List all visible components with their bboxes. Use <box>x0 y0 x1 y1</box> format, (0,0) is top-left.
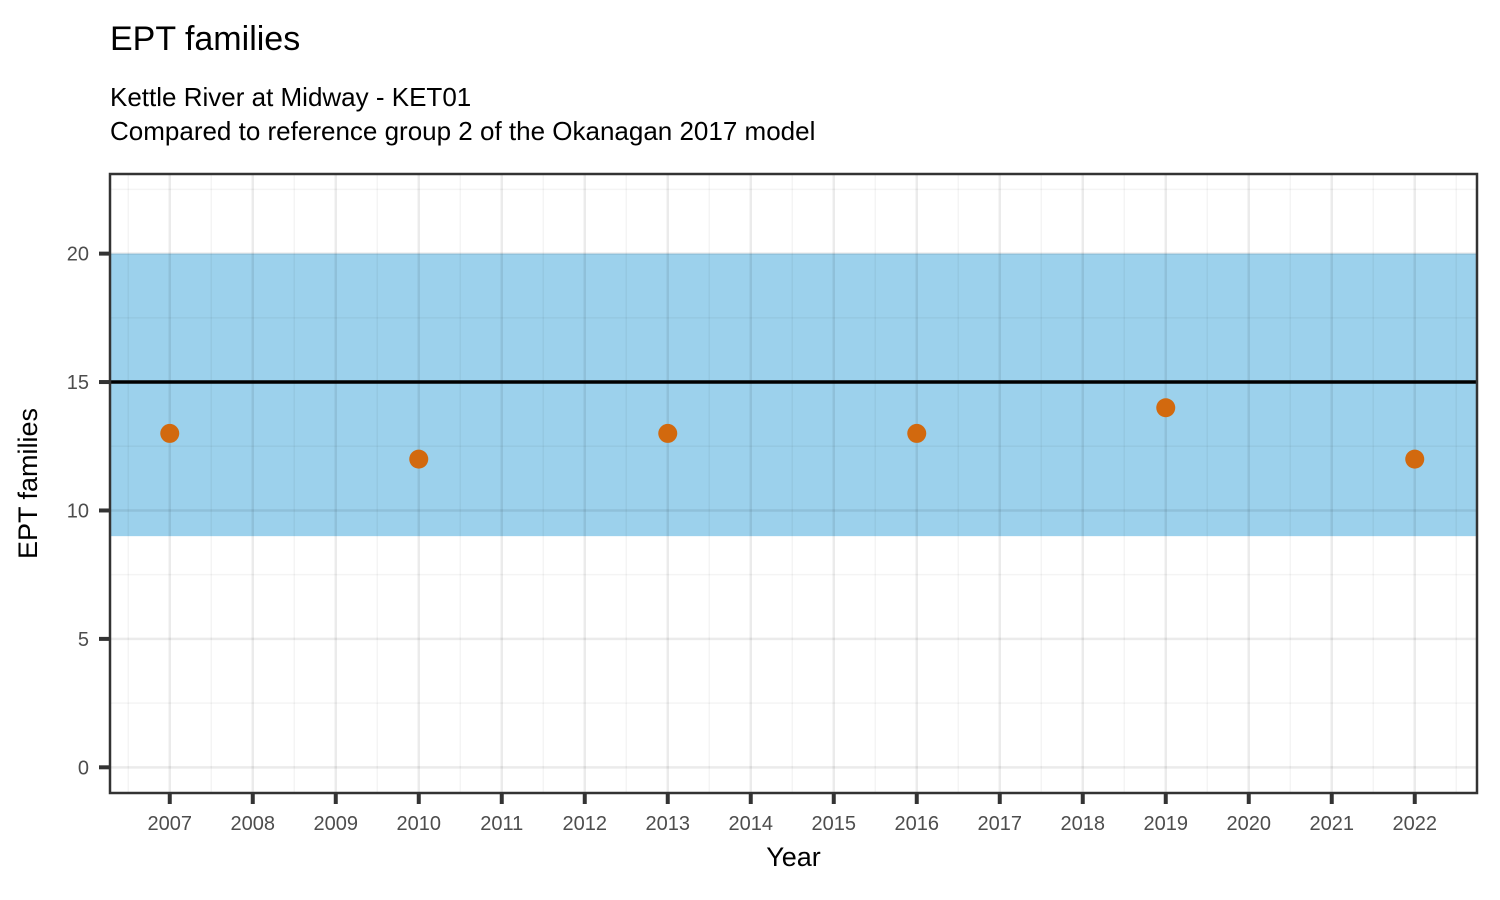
y-tick-label: 15 <box>67 372 89 394</box>
x-tick-label: 2022 <box>1393 813 1438 835</box>
x-tick-label: 2021 <box>1310 813 1355 835</box>
chart-subtitle-line1: Kettle River at Midway - KET01 <box>110 82 472 112</box>
data-point <box>409 449 429 469</box>
data-point <box>1405 449 1425 469</box>
data-point <box>658 423 678 443</box>
x-tick-label: 2014 <box>729 813 774 835</box>
x-tick-label: 2018 <box>1061 813 1106 835</box>
x-tick-label: 2016 <box>895 813 940 835</box>
y-tick-label: 5 <box>78 629 89 651</box>
chart-title: EPT families <box>110 20 301 58</box>
y-tick-label: 20 <box>67 244 89 266</box>
plot-panel: 2007 2008 2009 2010 2011 2012 2013 2014 2015 2016… <box>67 172 1479 835</box>
x-tick-label: 2013 <box>646 813 691 835</box>
x-tick-label: 2007 <box>148 813 193 835</box>
chart-subtitle: Kettle River at Midway - KET01 Compared … <box>110 80 815 148</box>
panel-border <box>108 172 1479 795</box>
x-axis-title: Year <box>766 842 821 872</box>
x-tick-label: 2012 <box>563 813 608 835</box>
x-tick-label: 2011 <box>480 813 523 835</box>
x-tick-label: 2010 <box>397 813 442 835</box>
x-tick-label: 2020 <box>1227 813 1272 835</box>
data-point <box>160 423 180 443</box>
data-point <box>1156 398 1176 418</box>
y-axis-title: EPT families <box>13 408 43 559</box>
x-tick-label: 2008 <box>231 813 276 835</box>
x-tick-label: 2009 <box>314 813 359 835</box>
x-tick-label: 2019 <box>1144 813 1189 835</box>
reference-band <box>110 253 1477 537</box>
x-tick-label: 2015 <box>812 813 857 835</box>
y-tick-label: 0 <box>78 757 89 779</box>
data-point <box>907 423 927 443</box>
y-tick-label: 10 <box>67 500 89 522</box>
x-tick-label: 2017 <box>978 813 1023 835</box>
chart-subtitle-line2: Compared to reference group 2 of the Oka… <box>110 116 816 146</box>
